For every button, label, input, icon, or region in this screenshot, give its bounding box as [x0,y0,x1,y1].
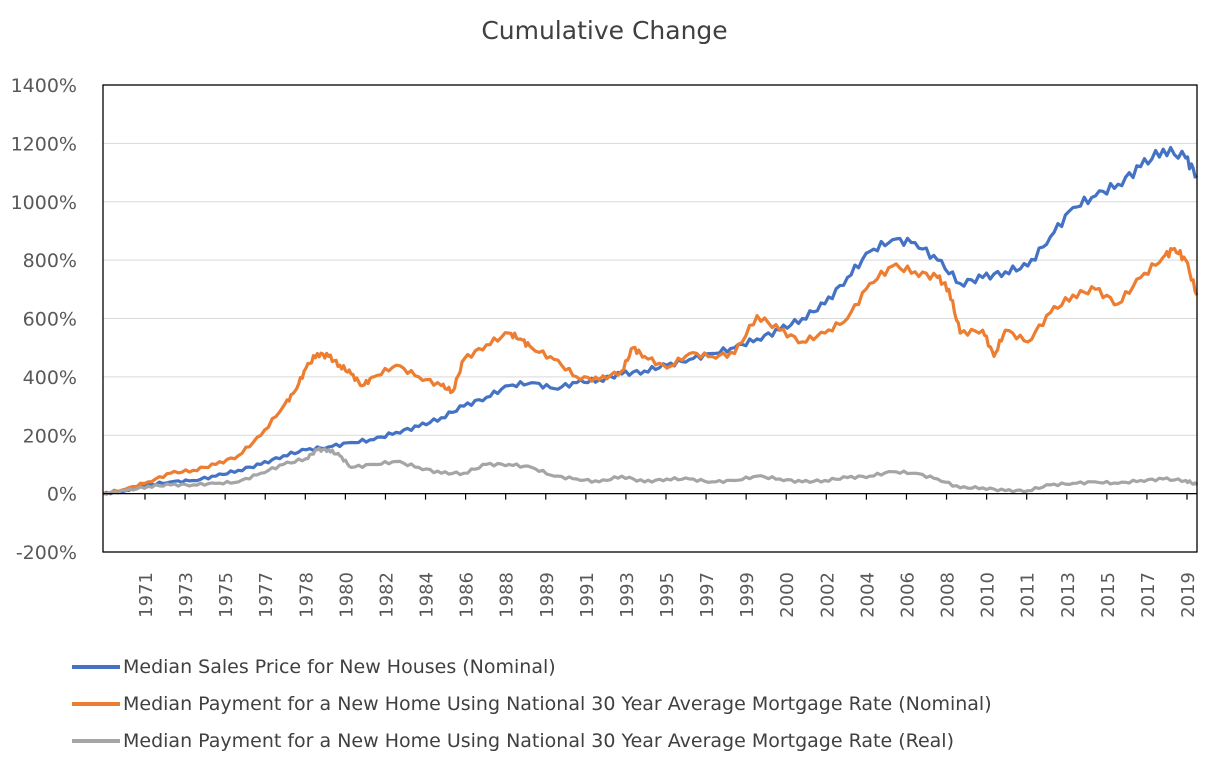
x-tick-label: 1971 [136,572,157,618]
legend-label: Median Payment for a New Home Using Nati… [123,729,954,752]
x-tick-label: 1999 [737,572,758,618]
y-tick-label: 1400% [11,75,77,97]
legend-label: Median Sales Price for New Houses (Nomin… [123,655,556,678]
legend-item-payment-nominal[interactable]: Median Payment for a New Home Using Nati… [72,685,992,722]
y-tick-label: 0% [47,484,77,506]
x-tick-label: 1980 [336,572,357,618]
x-tick-label: 2008 [938,572,959,618]
x-tick-label: 1995 [657,572,678,618]
x-tick-label: 1986 [457,572,478,618]
y-tick-label: 400% [23,367,77,389]
x-tick-label: 1997 [697,572,718,618]
x-tick-label: 1978 [296,572,317,618]
axes [103,492,1197,500]
legend-swatch-blue [72,664,120,669]
x-tick-label: 2013 [1058,572,1079,618]
y-tick-label: -200% [16,542,77,564]
x-tick-label: 1988 [497,572,518,618]
x-tick-label: 2004 [857,572,878,618]
x-tick-label: 1984 [417,572,438,618]
legend-swatch-orange [72,701,120,706]
y-tick-labels: -200% 0% 200% 400% 600% 800% 1000% 1200% 1400% [11,75,77,564]
x-tick-label: 2015 [1098,572,1119,618]
legend: Median Sales Price for New Houses (Nomin… [72,648,992,759]
x-tick-label: 1993 [617,572,638,618]
y-tick-label: 800% [23,250,77,272]
x-tick-label: 2019 [1178,572,1199,618]
series-line-0 [102,146,1198,496]
legend-swatch-gray [72,738,120,743]
series-lines [102,146,1199,496]
y-tick-label: 200% [23,425,77,447]
x-tick-label: 2000 [777,572,798,618]
x-tick-label: 2017 [1138,572,1159,618]
x-tick-label: 2011 [1018,572,1039,618]
x-tick-label: 1975 [216,572,237,618]
x-tick-label: 2006 [897,572,918,618]
legend-label: Median Payment for a New Home Using Nati… [123,692,992,715]
x-tick-label: 1977 [256,572,277,618]
line-chart: -200% 0% 200% 400% 600% 800% 1000% 1200% 1400% 1… [11,75,1199,618]
legend-item-sales-price[interactable]: Median Sales Price for New Houses (Nomin… [72,648,992,685]
legend-item-payment-real[interactable]: Median Payment for a New Home Using Nati… [72,722,992,759]
y-tick-label: 1200% [11,133,77,155]
x-tick-label: 2002 [817,572,838,618]
x-tick-label: 1991 [577,572,598,618]
series-line-2 [102,446,1199,496]
series-line-1 [102,246,1199,496]
y-tick-label: 1000% [11,192,77,214]
plot-area-border [102,84,1198,553]
chart-title: Cumulative Change [481,16,728,45]
x-tick-label: 1989 [537,572,558,618]
x-tick-label: 1973 [176,572,197,618]
y-tick-label: 600% [23,309,77,331]
x-tick-labels: 1971 1973 1975 1977 1978 1980 1982 1984 1986 1988… [136,572,1199,618]
x-tick-label: 2010 [978,572,999,618]
x-tick-label: 1982 [376,572,397,618]
